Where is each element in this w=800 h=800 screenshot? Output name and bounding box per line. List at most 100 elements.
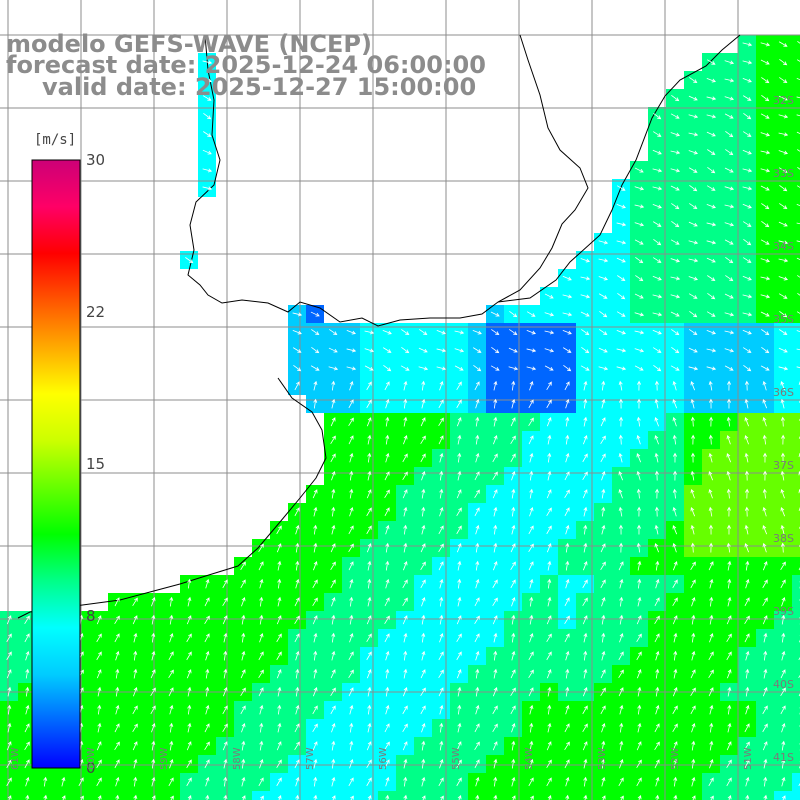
wind-arrow (745, 488, 750, 499)
wind-arrow (564, 723, 570, 733)
wind-arrow (618, 651, 624, 661)
wind-arrow (384, 759, 390, 769)
wind-cell (792, 251, 800, 269)
wind-arrow (385, 542, 390, 553)
wind-arrow (438, 399, 444, 409)
wind-arrow (616, 185, 626, 191)
wind-cell (792, 629, 800, 647)
wind-arrow (652, 329, 662, 335)
wind-arrow (762, 597, 768, 607)
wind-cell (792, 323, 800, 341)
wind-arrow (672, 488, 677, 499)
wind-arrow (492, 579, 498, 589)
wind-arrow (778, 132, 789, 137)
wind-arrow (706, 240, 717, 245)
wind-cell (792, 287, 800, 305)
wind-arrow (492, 741, 498, 751)
wind-arrow (331, 524, 336, 535)
wind-arrow (328, 347, 338, 353)
wind-arrow (132, 723, 138, 733)
wind-arrow (438, 435, 444, 445)
wind-arrow (744, 452, 749, 463)
wind-arrow (312, 723, 318, 733)
wind-cell (216, 791, 234, 800)
wind-arrow (654, 452, 659, 463)
wind-arrow (763, 668, 768, 679)
wind-arrow (493, 380, 498, 391)
wind-arrow (780, 561, 786, 571)
wind-arrow (727, 704, 732, 715)
wind-cell (774, 791, 792, 800)
wind-cell (756, 791, 774, 800)
wind-arrow (313, 524, 318, 535)
wind-arrow (258, 651, 264, 661)
wind-arrow (367, 434, 372, 445)
wind-arrow (779, 203, 788, 209)
wind-arrow (742, 95, 752, 101)
wind-arrow (493, 668, 498, 679)
wind-arrow (690, 488, 695, 499)
wind-arrow (364, 348, 375, 353)
wind-cell (252, 791, 270, 800)
wind-arrow (151, 596, 156, 607)
wind-arrow (510, 579, 516, 589)
wind-arrow (672, 452, 678, 463)
wind-arrow (366, 777, 372, 787)
wind-arrow (115, 776, 120, 787)
wind-arrow (420, 705, 426, 715)
wind-arrow (634, 365, 644, 371)
wind-arrow (618, 669, 624, 679)
wind-arrow (295, 794, 300, 800)
wind-arrow (295, 578, 300, 589)
wind-arrow (511, 740, 516, 751)
wind-arrow (636, 633, 642, 643)
wind-arrow (670, 185, 680, 191)
wind-cell (792, 269, 800, 287)
wind-arrow (582, 615, 588, 625)
wind-arrow (763, 776, 768, 787)
wind-arrow (133, 758, 138, 769)
wind-arrow (511, 596, 516, 607)
wind-arrow (474, 615, 480, 625)
wind-arrow (511, 650, 516, 661)
wind-arrow (331, 506, 336, 517)
wind-arrow (600, 417, 606, 427)
lon-label-59w: 59W (159, 747, 170, 770)
wind-arrow (653, 131, 662, 137)
title-forecast-date: forecast date: 2025-12-24 06:00:00 (6, 51, 486, 79)
wind-arrow (781, 776, 786, 787)
wind-arrow (745, 686, 750, 697)
wind-arrow (7, 722, 12, 733)
wind-arrow (544, 348, 555, 353)
wind-arrow (706, 59, 716, 65)
wind-arrow (421, 596, 426, 607)
wind-arrow (295, 524, 300, 535)
wind-arrow (330, 669, 336, 679)
wind-arrow (241, 650, 246, 661)
wind-arrow (652, 149, 662, 155)
wind-arrow (456, 669, 462, 679)
wind-arrow (781, 722, 786, 733)
wind-arrow (331, 470, 336, 481)
wind-arrow (223, 632, 228, 643)
wind-arrow (546, 381, 552, 391)
wind-arrow (670, 258, 681, 263)
wind-arrow (349, 506, 354, 517)
wind-arrow (348, 651, 354, 661)
wind-arrow (420, 543, 426, 553)
wind-arrow (763, 794, 768, 800)
wind-arrow (492, 435, 498, 445)
wind-arrow (385, 794, 390, 800)
wind-arrow (330, 543, 336, 553)
wind-arrow (456, 759, 462, 769)
wind-arrow (187, 686, 192, 697)
wind-arrow (652, 275, 662, 281)
wind-arrow (709, 722, 714, 733)
wind-arrow (672, 705, 678, 715)
wind-arrow (634, 348, 645, 353)
wind-arrow (385, 578, 390, 589)
wind-arrow (546, 633, 552, 643)
wind-arrow (331, 596, 336, 607)
wind-arrow (439, 614, 444, 625)
wind-arrow (490, 365, 500, 371)
